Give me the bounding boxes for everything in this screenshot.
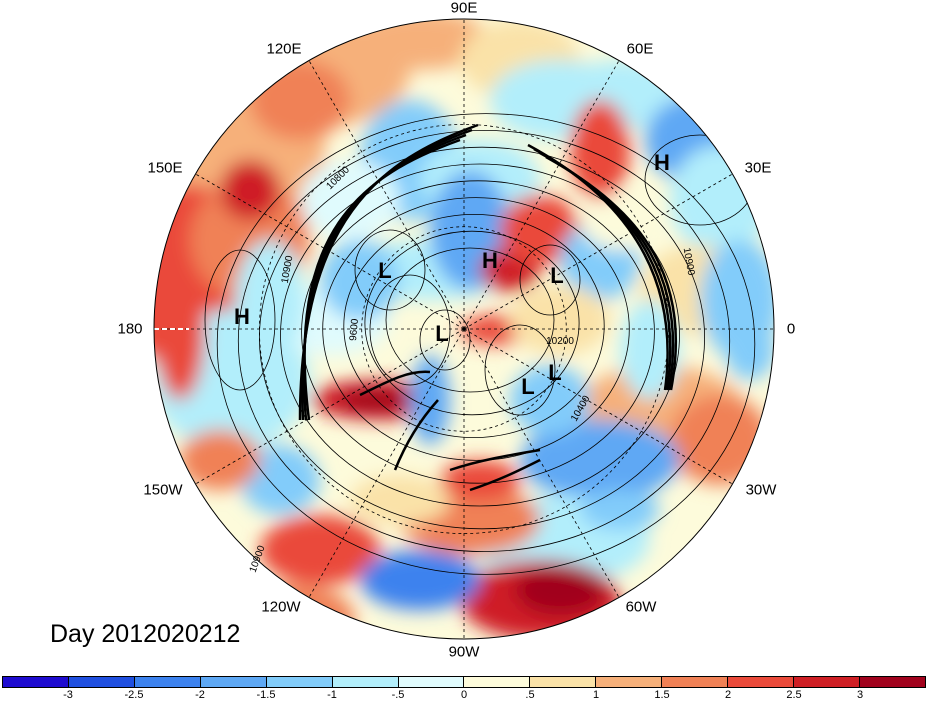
- colorbar-swatch: [464, 677, 531, 687]
- low-pressure-center: L: [550, 263, 563, 288]
- lon-label-180: 180: [117, 320, 143, 338]
- low-pressure-center: L: [521, 374, 534, 399]
- colorbar-swatch: [662, 677, 729, 687]
- colorbar-tick-label: -2: [195, 689, 205, 701]
- lon-label-30w: 30W: [745, 481, 777, 499]
- lon-label-60e: 60E: [626, 40, 654, 58]
- colorbar-tick-label: 1.5: [654, 689, 670, 701]
- lon-label-60w: 60W: [625, 598, 657, 616]
- colorbar-swatch: [728, 677, 795, 687]
- low-pressure-center: L: [435, 321, 448, 346]
- lon-label-0: 0: [786, 320, 796, 338]
- graticule: [154, 19, 774, 639]
- colorbar-swatch: [3, 677, 69, 687]
- lon-label-90w: 90W: [448, 643, 480, 661]
- colorbar-swatch: [68, 677, 135, 687]
- colorbar-tick-label: 0: [460, 689, 468, 701]
- colorbar-tick-label: -.5: [391, 689, 405, 701]
- high-pressure-center: H: [234, 304, 250, 329]
- high-pressure-center: H: [654, 150, 670, 175]
- jet-contours: [298, 123, 678, 492]
- colorbar-tick-label: -1.5: [256, 689, 276, 701]
- colorbar-tick-label: -2.5: [124, 689, 144, 701]
- colorbar-tick-label: 2: [724, 689, 732, 701]
- colorbar: [2, 676, 926, 688]
- day-title: Day 2012020212: [50, 620, 241, 648]
- colorbar-tick-label: 1: [592, 689, 600, 701]
- colorbar-tick-label: 2.5: [786, 689, 802, 701]
- height-contours: [204, 113, 756, 575]
- low-pressure-center: L: [378, 258, 391, 283]
- colorbar-tick-label: 3: [856, 689, 864, 701]
- colorbar-swatch: [859, 677, 925, 687]
- colorbar-swatch: [200, 677, 267, 687]
- lon-label-30e: 30E: [744, 159, 772, 177]
- contour-label: 10200: [546, 336, 574, 347]
- map-border: [153, 18, 775, 640]
- lon-label-150e: 150E: [147, 159, 183, 177]
- lon-label-120e: 120E: [266, 40, 302, 58]
- contour-label: 9600: [348, 318, 361, 342]
- colorbar-swatch: [530, 677, 597, 687]
- colorbar-swatch: [398, 677, 465, 687]
- colorbar-swatch: [596, 677, 663, 687]
- colorbar-tick-label: -1: [327, 689, 337, 701]
- colorbar-tick-label: -3: [63, 689, 73, 701]
- colorbar-tick-label: .5: [525, 689, 535, 701]
- colorbar-swatch: [794, 677, 860, 687]
- contour-label: 10900: [681, 247, 697, 277]
- colorbar-swatch: [134, 677, 201, 687]
- high-pressure-center: H: [482, 248, 498, 273]
- lon-label-150w: 150W: [143, 481, 183, 499]
- lon-label-90e: 90E: [450, 0, 478, 17]
- low-pressure-center: L: [548, 360, 561, 385]
- contour-label: 10900: [280, 254, 296, 284]
- colorbar-swatch: [332, 677, 399, 687]
- lon-label-120w: 120W: [261, 598, 301, 616]
- colorbar-swatch: [266, 677, 333, 687]
